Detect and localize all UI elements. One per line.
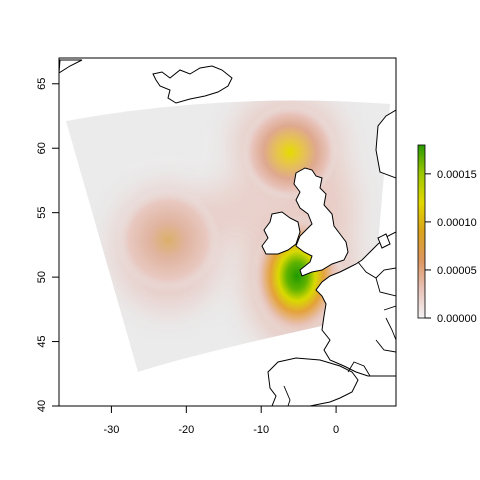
x-tick-label: -10 <box>253 424 269 436</box>
iceland-coast <box>152 65 233 104</box>
colorbar-tick-label: 0.00005 <box>437 265 477 277</box>
colorbar: 0.00000 0.00005 0.00010 0.00015 <box>417 144 477 325</box>
x-axis: -30 -20 -10 0 <box>103 405 339 436</box>
y-axis: 40 45 50 55 60 65 <box>36 78 60 412</box>
x-tick-label: -20 <box>178 424 194 436</box>
great-britain-coast <box>293 167 349 277</box>
denmark-coast <box>377 233 391 249</box>
greenland-coast <box>59 59 83 74</box>
hotspot-north <box>242 104 338 200</box>
hotspot-west <box>116 188 220 292</box>
y-tick-label: 50 <box>36 271 48 283</box>
colorbar-tick-label: 0.00015 <box>437 169 477 181</box>
x-tick-label: -30 <box>103 424 119 436</box>
colorbar-frame <box>417 144 426 319</box>
y-tick-label: 45 <box>36 335 48 347</box>
y-tick-label: 55 <box>36 207 48 219</box>
colorbar-ramp <box>418 145 425 318</box>
y-tick-label: 60 <box>36 142 48 154</box>
country-borders <box>283 261 396 406</box>
colorbar-tick-label: 0.00010 <box>437 217 477 229</box>
x-tick-label: 0 <box>333 424 339 436</box>
ireland-coast <box>261 211 301 255</box>
colorbar-tick-label: 0.00000 <box>437 313 477 325</box>
iberia-coast <box>267 357 359 406</box>
y-tick-label: 40 <box>36 400 48 412</box>
norway-coast <box>375 109 396 179</box>
y-tick-label: 65 <box>36 78 48 90</box>
